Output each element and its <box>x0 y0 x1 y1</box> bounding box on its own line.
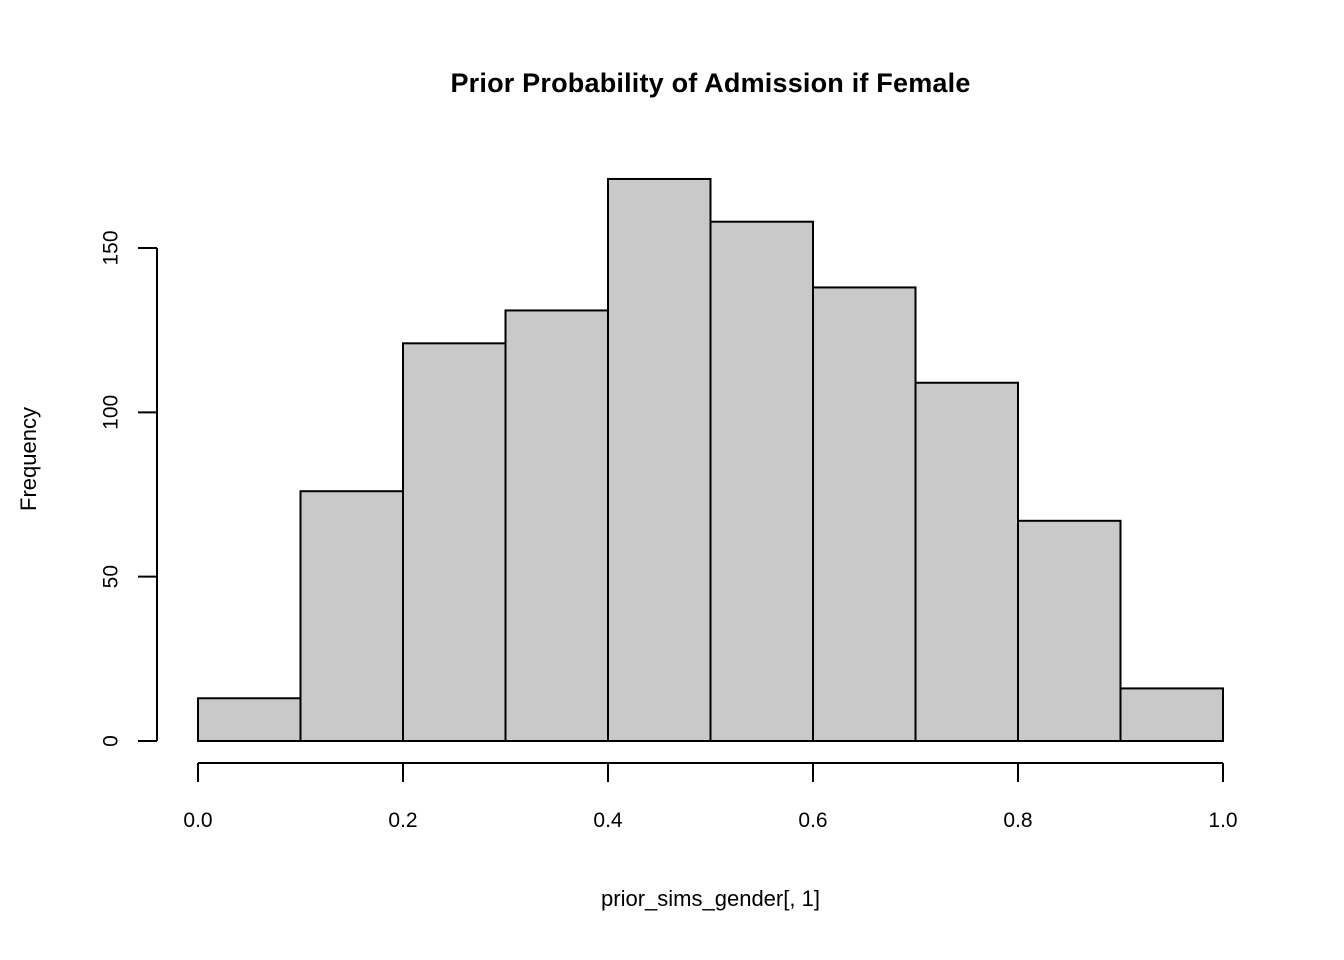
x-axis-tick-label: 0.8 <box>1003 809 1032 832</box>
histogram-bar <box>504 309 609 742</box>
histogram-bar <box>914 381 1019 742</box>
y-axis-tick-label: 0 <box>100 735 123 747</box>
histogram-bar <box>1119 687 1224 742</box>
x-axis-tick-label: 0.4 <box>593 809 623 832</box>
histogram-bar <box>607 177 712 743</box>
histogram-bar <box>812 286 917 742</box>
chart-title: Prior Probability of Admission if Female <box>450 68 971 98</box>
y-axis-tick-label: 100 <box>100 395 123 430</box>
x-axis-title: prior_sims_gender[, 1] <box>601 886 820 911</box>
x-axis-tick-label: 1.0 <box>1208 809 1237 832</box>
x-axis-tick-label: 0.2 <box>388 809 417 832</box>
histogram-bar <box>709 220 814 742</box>
x-axis-tick-label: 0.6 <box>798 809 827 832</box>
histogram-bar <box>299 490 404 743</box>
histogram-bar <box>402 342 507 742</box>
y-axis-tick-label: 150 <box>100 230 123 265</box>
y-axis-tick-label: 50 <box>100 565 123 588</box>
x-axis-tick-label: 0.0 <box>183 809 212 832</box>
histogram-bar <box>1017 519 1122 742</box>
histogram-bar <box>197 697 302 742</box>
y-axis-title: Frequency <box>16 407 41 511</box>
